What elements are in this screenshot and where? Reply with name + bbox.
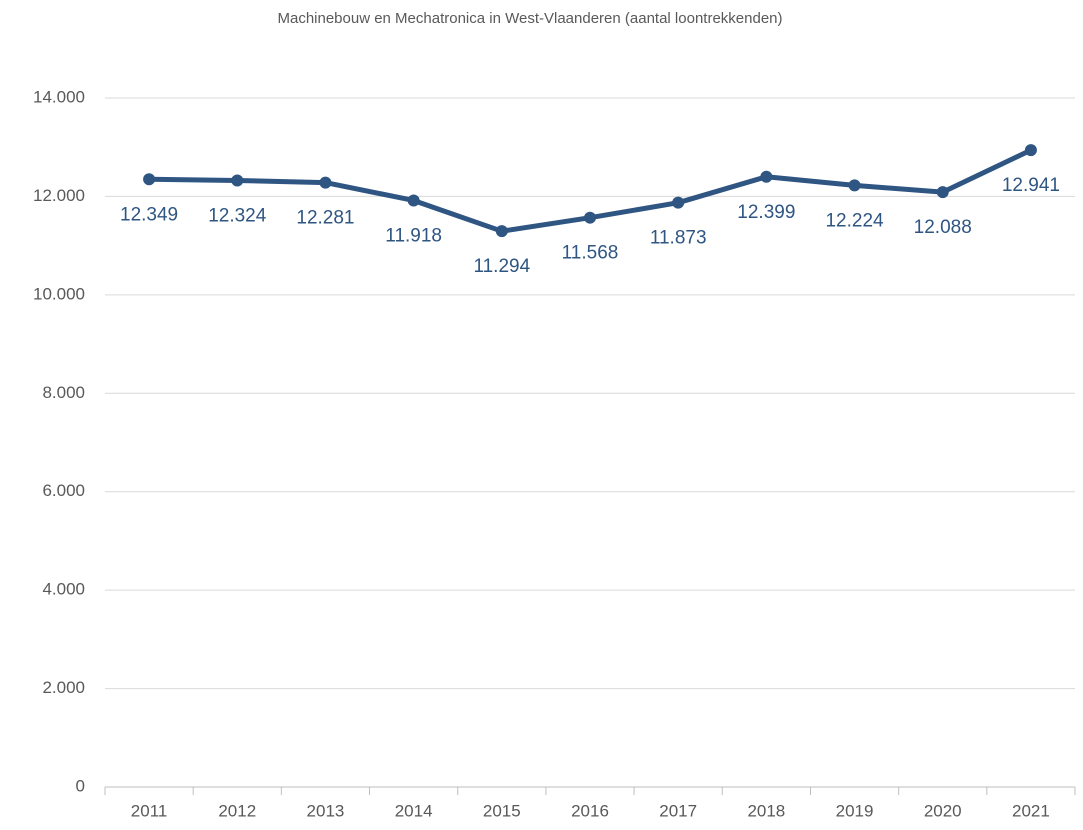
data-point bbox=[407, 194, 420, 207]
data-point bbox=[319, 176, 332, 189]
data-label: 12.224 bbox=[825, 210, 884, 231]
data-label: 11.294 bbox=[473, 256, 530, 277]
y-tick-label: 4.000 bbox=[42, 580, 85, 599]
data-label: 12.399 bbox=[737, 202, 795, 223]
x-tick-label: 2017 bbox=[659, 801, 697, 820]
y-tick-label: 6.000 bbox=[42, 481, 85, 500]
y-tick-label: 2.000 bbox=[42, 678, 85, 697]
x-tick-label: 2019 bbox=[836, 801, 874, 820]
x-tick-label: 2016 bbox=[571, 801, 609, 820]
data-point bbox=[231, 174, 244, 187]
data-label: 11.918 bbox=[385, 225, 442, 246]
x-tick-label: 2013 bbox=[307, 801, 345, 820]
y-tick-label: 0 bbox=[76, 776, 85, 795]
data-label: 12.088 bbox=[914, 217, 972, 238]
data-label: 12.941 bbox=[1002, 175, 1060, 196]
x-tick-label: 2011 bbox=[131, 801, 168, 820]
y-tick-label: 8.000 bbox=[42, 383, 85, 402]
data-label: 12.349 bbox=[120, 204, 178, 225]
x-tick-label: 2020 bbox=[924, 801, 962, 820]
y-tick-label: 14.000 bbox=[33, 87, 85, 106]
data-point bbox=[1024, 144, 1037, 157]
y-tick-label: 12.000 bbox=[33, 186, 85, 205]
x-tick-label: 2012 bbox=[218, 801, 256, 820]
data-point bbox=[584, 211, 596, 224]
data-label: 12.324 bbox=[208, 205, 267, 226]
x-tick-label: 2018 bbox=[747, 801, 785, 820]
data-point bbox=[848, 179, 861, 192]
data-point bbox=[672, 196, 685, 209]
data-label: 11.873 bbox=[650, 228, 707, 249]
y-tick-label: 10.000 bbox=[33, 284, 85, 303]
data-label: 11.568 bbox=[562, 243, 619, 264]
data-label: 12.281 bbox=[296, 208, 354, 229]
x-tick-label: 2015 bbox=[483, 801, 521, 820]
data-point bbox=[760, 170, 773, 183]
data-point bbox=[936, 186, 949, 199]
x-tick-label: 2021 bbox=[1012, 801, 1050, 820]
data-point bbox=[495, 225, 508, 238]
data-point bbox=[143, 173, 156, 186]
x-tick-label: 2014 bbox=[395, 801, 433, 820]
chart-title: Machinebouw en Mechatronica in West-Vlaa… bbox=[277, 10, 782, 27]
